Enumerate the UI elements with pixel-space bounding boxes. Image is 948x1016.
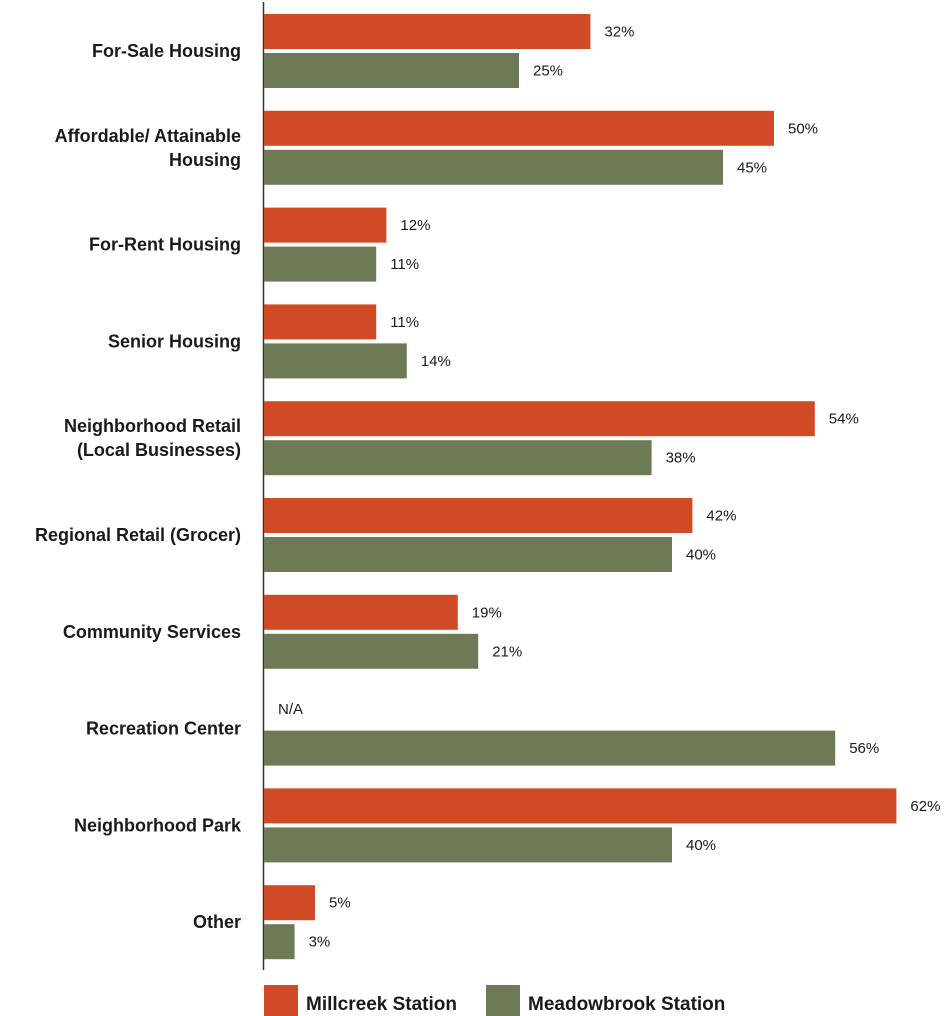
category-label: Neighborhood Retail [64, 416, 241, 436]
value-label: 42% [706, 508, 736, 525]
category-label: Community Services [63, 622, 241, 642]
value-label-na: N/A [278, 701, 303, 718]
value-label: 21% [492, 643, 522, 660]
category-label: Senior Housing [108, 331, 241, 351]
category-label: Housing [169, 150, 241, 170]
category-label: Regional Retail (Grocer) [35, 525, 241, 545]
category-label: Affordable/ Attainable [55, 126, 241, 146]
bar-millcreek-station [264, 594, 458, 630]
value-labels-group: 32% 25% 50% 45% 12% 11% 11% 14% 54% 38% 42% 40% 19% 2… [278, 24, 940, 951]
category-label: Other [193, 912, 241, 932]
bar-meadowbrook-station [264, 730, 836, 766]
bar-millcreek-station [264, 788, 897, 824]
value-label: 54% [829, 411, 859, 428]
value-label: 5% [329, 895, 351, 912]
bar-millcreek-station [264, 401, 815, 437]
value-label: 40% [686, 837, 716, 854]
category-label: For-Sale Housing [92, 41, 241, 61]
value-label: 19% [472, 604, 502, 621]
value-label: 45% [737, 159, 767, 176]
value-label: 11% [390, 314, 419, 331]
category-label: (Local Businesses) [77, 440, 241, 460]
value-label: 56% [849, 740, 879, 757]
legend: Millcreek Station Meadowbrook Station [264, 985, 725, 1016]
bar-meadowbrook-station [264, 53, 519, 88]
bar-meadowbrook-station [264, 633, 479, 669]
value-label: 3% [309, 934, 331, 951]
value-label: 12% [400, 217, 430, 234]
value-label: 40% [686, 547, 716, 564]
bar-meadowbrook-station [264, 924, 295, 960]
legend-label: Millcreek Station [306, 994, 457, 1015]
category-label: Neighborhood Park [74, 815, 242, 835]
bar-millcreek-station [264, 207, 387, 243]
value-label: 38% [666, 450, 696, 467]
bar-meadowbrook-station [264, 827, 672, 863]
bar-meadowbrook-station [264, 246, 377, 282]
bar-meadowbrook-station [264, 343, 407, 379]
bars-group [264, 14, 897, 960]
value-label: 50% [788, 120, 818, 137]
value-label: 14% [421, 353, 451, 370]
bar-millcreek-station [264, 498, 693, 533]
category-label: Recreation Center [86, 719, 241, 739]
bar-meadowbrook-station [264, 149, 723, 185]
category-labels-group: For-Sale Housing Affordable/ Attainable Ho… [35, 41, 242, 932]
bar-meadowbrook-station [264, 440, 652, 476]
value-label: 11% [390, 256, 419, 273]
bar-meadowbrook-station [264, 537, 672, 572]
bar-millcreek-station [264, 304, 377, 340]
legend-swatch [486, 985, 520, 1016]
legend-label: Meadowbrook Station [528, 994, 725, 1015]
legend-swatch [264, 985, 298, 1016]
bar-millcreek-station [264, 14, 591, 49]
value-label: 25% [533, 63, 563, 80]
value-label: 62% [910, 798, 940, 815]
bar-millcreek-station [264, 110, 774, 146]
bar-millcreek-station [264, 885, 315, 921]
category-label: For-Rent Housing [89, 235, 241, 255]
value-label: 32% [604, 24, 634, 41]
